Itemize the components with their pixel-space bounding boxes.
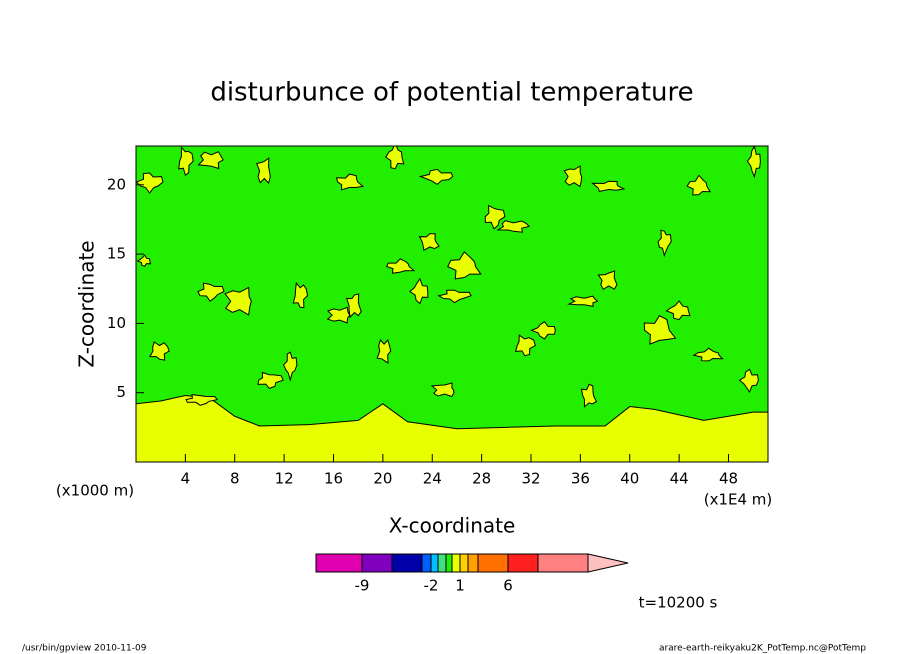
x-tick-label: 44	[670, 470, 689, 488]
field-patch	[136, 254, 151, 268]
colorbar-box	[451, 553, 461, 573]
y-tick-label: 5	[116, 383, 126, 401]
x-tick-label: 36	[571, 470, 590, 488]
y-tick-label: 10	[107, 314, 126, 332]
field-patch	[178, 146, 194, 177]
x-tick-label: 20	[373, 470, 392, 488]
field-patch	[746, 146, 761, 179]
field-patch	[591, 180, 626, 192]
colorbar-box	[430, 553, 439, 573]
x-tick-label: 16	[324, 470, 343, 488]
colorbar: -9 -2 1 6	[315, 553, 629, 595]
x-tick-label: 40	[620, 470, 639, 488]
field-patch	[386, 258, 416, 274]
field-patch	[657, 229, 672, 258]
field-patch	[597, 270, 618, 291]
plot-frame	[135, 145, 769, 463]
field-patch	[292, 281, 309, 309]
x-tick-label: 24	[423, 470, 442, 488]
field-patch	[430, 382, 455, 398]
field-patch	[376, 339, 392, 364]
field-patch	[665, 300, 691, 321]
time-label: t=10200 s	[639, 594, 718, 612]
field-patch	[437, 289, 472, 304]
x-tick-label: 4	[181, 470, 191, 488]
field-patch	[197, 282, 225, 302]
colorbar-box	[477, 553, 509, 573]
field-patch	[567, 295, 599, 308]
field-patch	[346, 293, 362, 319]
y-tick-label: 20	[107, 175, 126, 193]
field-patch	[580, 383, 598, 408]
colorbar-box	[361, 553, 393, 573]
colorbar-tick-label: -2	[424, 577, 439, 595]
y-axis-label: Z-coordinate	[75, 240, 99, 367]
colorbar-box	[437, 553, 447, 573]
field-patch	[409, 277, 429, 305]
field-patch	[418, 168, 454, 186]
field-patch	[326, 306, 351, 324]
field-patch	[563, 165, 583, 188]
x-tick-label: 28	[472, 470, 491, 488]
field-patch	[514, 334, 536, 357]
colorbar-box	[467, 553, 479, 573]
colorbar-box	[445, 553, 453, 573]
x-tick-label: 32	[521, 470, 540, 488]
colorbar-box	[391, 553, 423, 573]
colorbar-arrow	[587, 553, 629, 573]
x-unit-right: (x1E4 m)	[704, 491, 773, 509]
field-patch	[224, 286, 252, 316]
field-patch	[335, 173, 365, 191]
field-patch	[484, 204, 506, 230]
plot-area	[136, 146, 768, 462]
colorbar-tick-label: 6	[503, 577, 513, 595]
field-patch	[692, 347, 724, 362]
field-patch	[257, 371, 284, 389]
x-tick-label: 8	[230, 470, 240, 488]
colorbar-tick-label: -9	[355, 577, 370, 595]
footer-left: /usr/bin/gpview 2010-11-09	[22, 644, 147, 654]
field-patch	[496, 220, 531, 233]
x-tick-label: 12	[275, 470, 294, 488]
colorbar-box	[537, 553, 589, 573]
x-axis-label: X-coordinate	[389, 514, 516, 538]
field-patch	[197, 151, 224, 170]
field-patch	[385, 146, 405, 170]
x-unit-left: (x1000 m)	[56, 482, 134, 500]
colorbar-box	[459, 553, 469, 573]
colorbar-box	[315, 553, 363, 573]
y-tick-label: 15	[107, 245, 126, 263]
field-patch	[256, 157, 271, 185]
field-patch	[149, 341, 170, 361]
field-patch	[447, 251, 482, 280]
colorbar-box	[421, 553, 432, 573]
colorbar-box	[507, 553, 539, 573]
field-patch	[530, 321, 556, 340]
field-patch	[282, 351, 298, 382]
colorbar-tick-label: 1	[455, 577, 465, 595]
field-patch	[643, 315, 677, 345]
field-patch	[686, 174, 711, 196]
x-tick-label: 48	[719, 470, 738, 488]
footer-right: arare-earth-reikyaku2K_PotTemp.nc@PotTem…	[659, 644, 866, 654]
field-patch	[418, 233, 440, 251]
chart-title: disturbunce of potential temperature	[210, 78, 693, 108]
field-patch	[738, 368, 759, 394]
field-patch	[185, 394, 219, 406]
